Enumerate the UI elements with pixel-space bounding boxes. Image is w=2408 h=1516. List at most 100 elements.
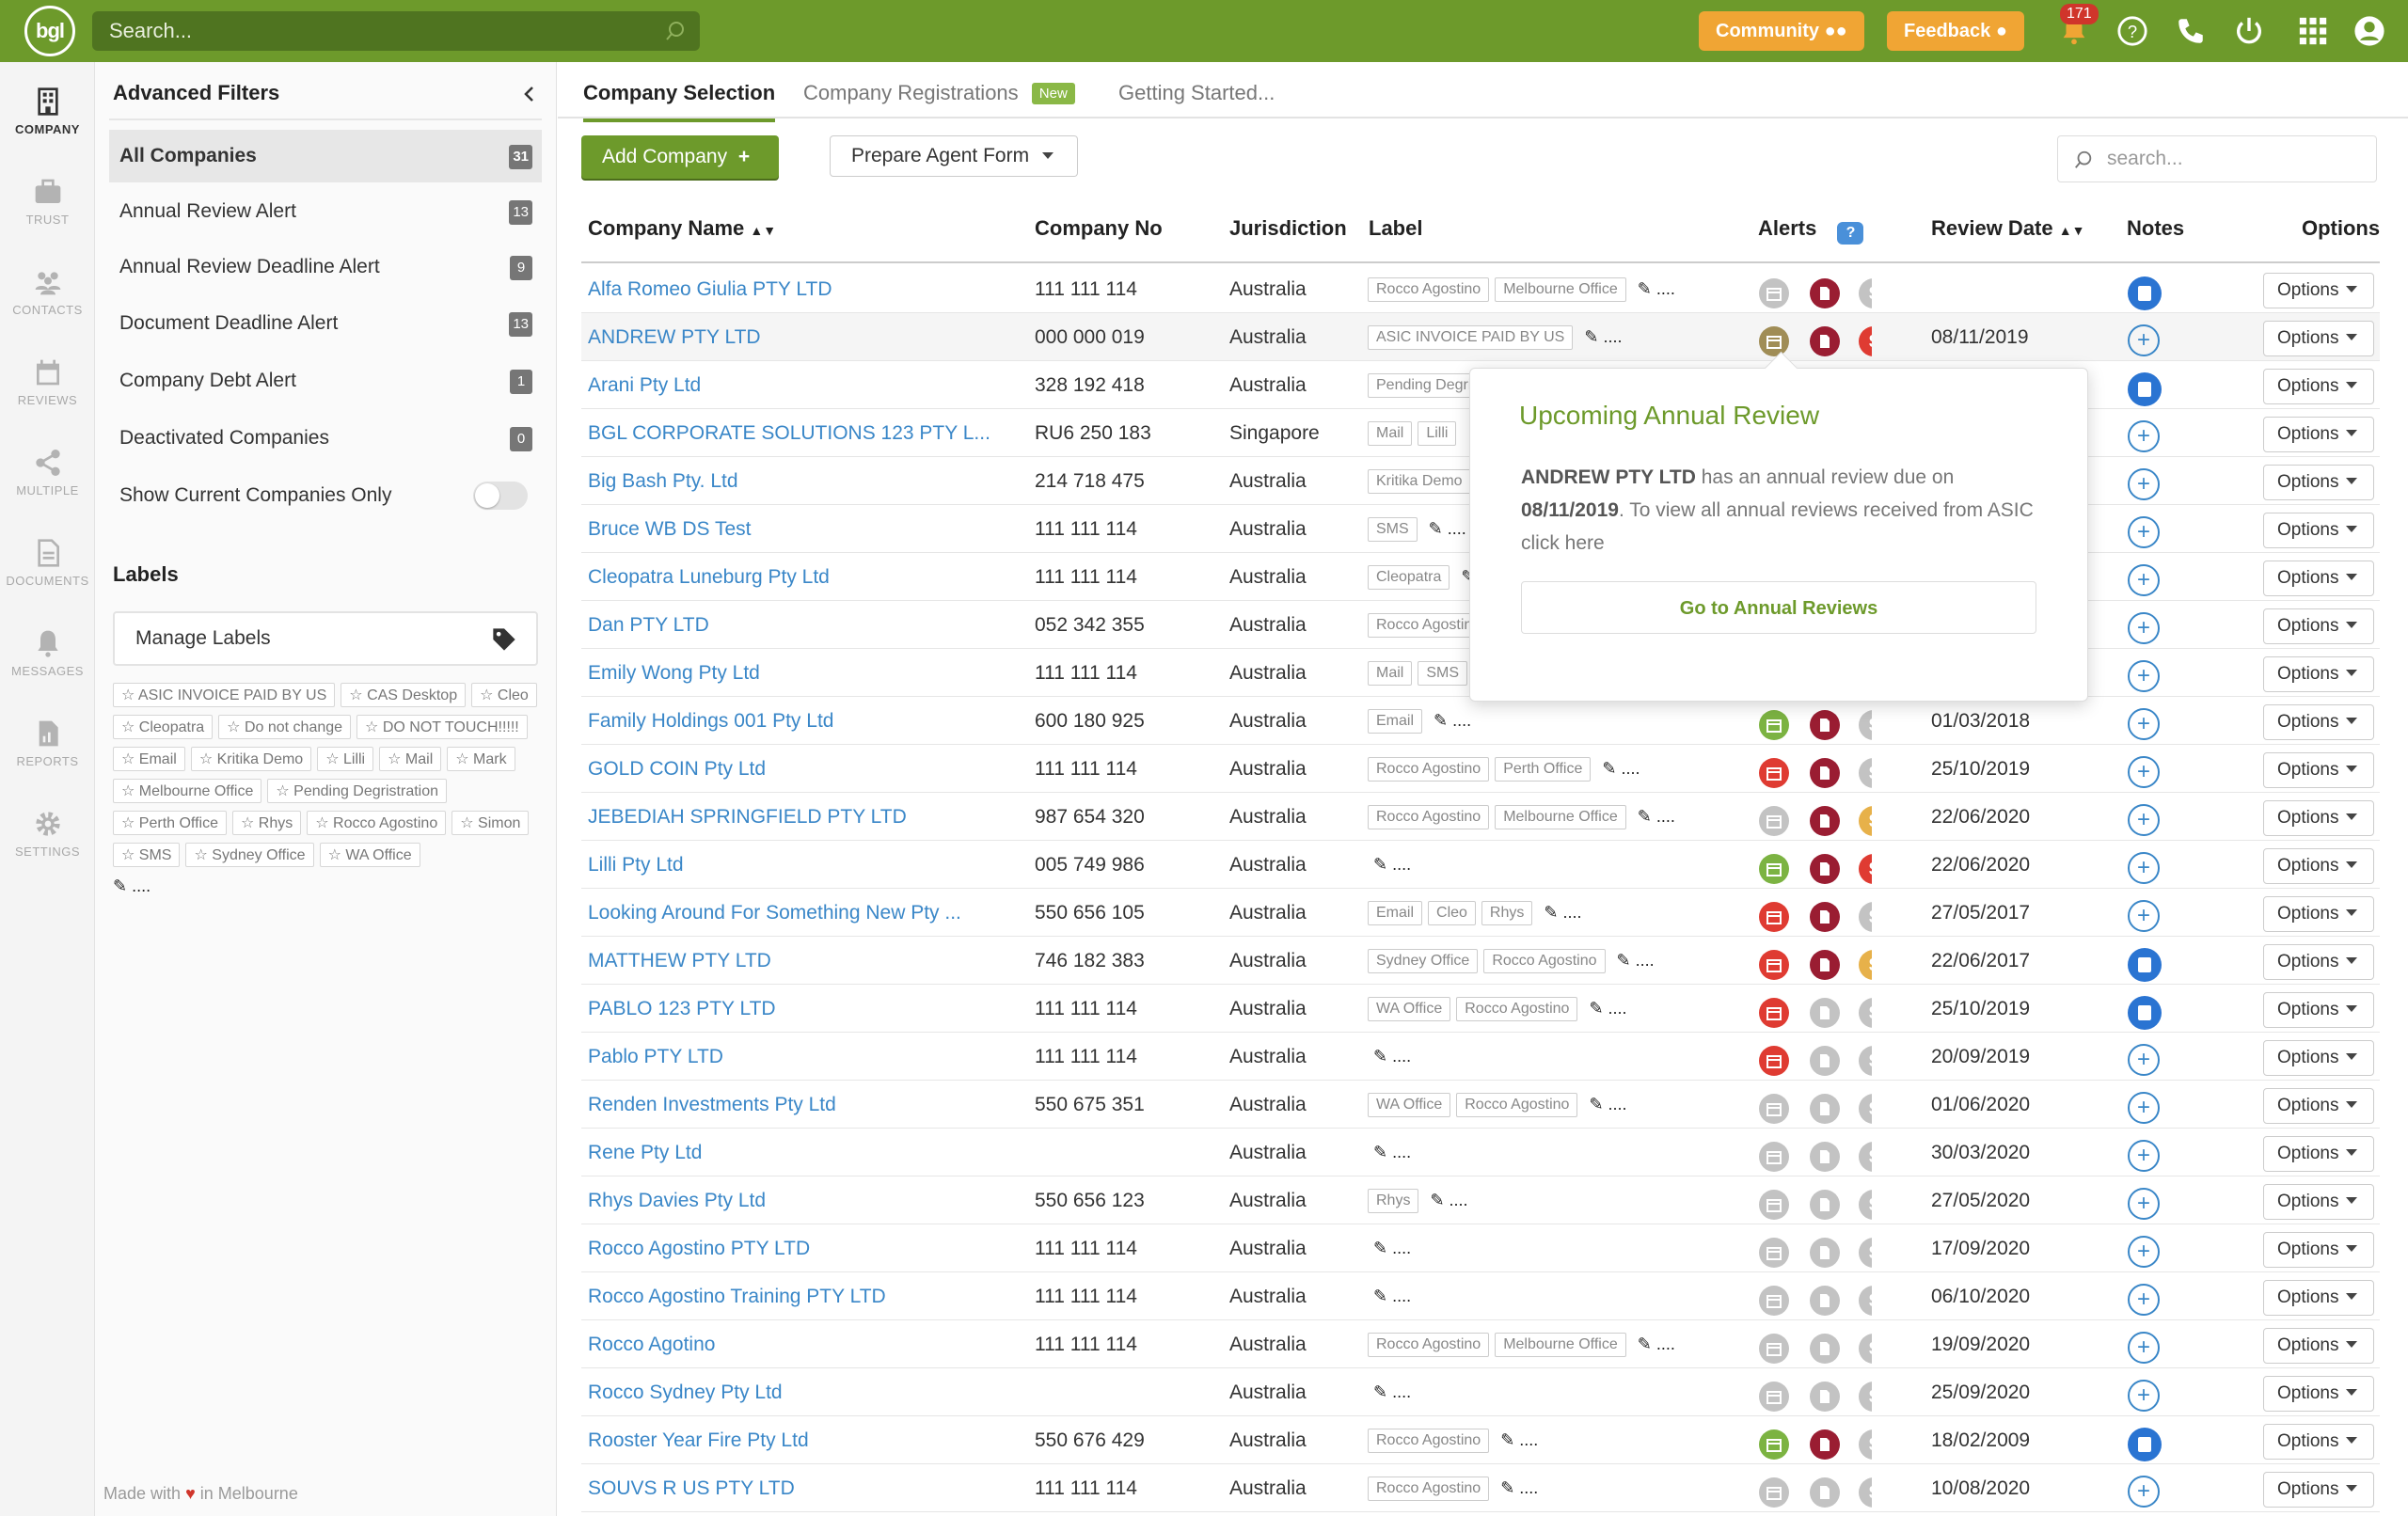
options-dropdown[interactable]: Options	[2263, 1040, 2374, 1076]
debt-alert-icon[interactable]: $	[1859, 1142, 1872, 1172]
label-chip[interactable]: ☆ ASIC INVOICE PAID BY US	[113, 683, 336, 707]
edit-labels-button[interactable]: ✎ ....	[1638, 265, 1675, 313]
tab-getting-started[interactable]: Getting Started...	[1118, 81, 1275, 105]
company-name-link[interactable]: Cleopatra Luneburg Pty Ltd	[588, 566, 830, 588]
document-alert-icon[interactable]	[1810, 1190, 1840, 1220]
show-current-companies-toggle[interactable]	[473, 482, 528, 510]
company-name-link[interactable]: Emily Wong Pty Ltd	[588, 662, 760, 684]
edit-labels-button[interactable]: ✎ ....	[1544, 889, 1581, 937]
note-icon[interactable]	[2128, 276, 2162, 310]
edit-labels-button[interactable]: ✎ ....	[1617, 937, 1655, 985]
calendar-alert-icon[interactable]	[1759, 1429, 1789, 1460]
document-alert-icon[interactable]	[1810, 1477, 1840, 1508]
label-chip[interactable]: ☆ Kritika Demo	[190, 747, 312, 771]
label-chip[interactable]: ☆ SMS	[113, 843, 181, 867]
add-company-button[interactable]: Add Company +	[581, 135, 779, 179]
add-note-icon[interactable]: +	[2128, 420, 2160, 452]
note-icon[interactable]	[2128, 948, 2162, 982]
calendar-alert-icon[interactable]	[1759, 1094, 1789, 1124]
rail-multiple[interactable]: MULTIPLE	[0, 448, 95, 523]
filter-document-deadline-alert[interactable]: Document Deadline Alert 13	[109, 297, 542, 350]
add-note-icon[interactable]: +	[2128, 1044, 2160, 1076]
debt-alert-icon[interactable]: $	[1859, 278, 1872, 308]
debt-alert-icon[interactable]: $	[1859, 1429, 1872, 1460]
options-dropdown[interactable]: Options	[2263, 1376, 2374, 1412]
calendar-alert-icon[interactable]	[1759, 854, 1789, 884]
options-dropdown[interactable]: Options	[2263, 561, 2374, 596]
company-name-link[interactable]: Lilli Pty Ltd	[588, 854, 684, 876]
go-to-annual-reviews-button[interactable]: Go to Annual Reviews	[1521, 581, 2036, 634]
add-note-icon[interactable]: +	[2128, 324, 2160, 356]
edit-labels-button[interactable]: ✎ ....	[1434, 697, 1471, 745]
edit-labels-button[interactable]: ✎ ....	[1373, 1224, 1411, 1272]
alerts-help-icon[interactable]: ?	[1837, 222, 1864, 245]
edit-labels-button[interactable]: ✎ ....	[1602, 745, 1640, 793]
calendar-alert-icon[interactable]	[1759, 758, 1789, 788]
company-name-link[interactable]: GOLD COIN Pty Ltd	[588, 758, 767, 780]
company-name-link[interactable]: Rene Pty Ltd	[588, 1142, 703, 1163]
company-name-link[interactable]: BGL CORPORATE SOLUTIONS 123 PTY L...	[588, 422, 990, 444]
calendar-alert-icon[interactable]	[1759, 278, 1789, 308]
options-dropdown[interactable]: Options	[2263, 369, 2374, 404]
document-alert-icon[interactable]	[1810, 1286, 1840, 1316]
company-name-link[interactable]: Family Holdings 001 Pty Ltd	[588, 710, 834, 732]
add-note-icon[interactable]: +	[2128, 708, 2160, 740]
add-note-icon[interactable]: +	[2128, 516, 2160, 548]
options-dropdown[interactable]: Options	[2263, 656, 2374, 692]
calendar-alert-icon[interactable]	[1759, 1238, 1789, 1268]
label-chip[interactable]: ☆ CAS Desktop	[341, 683, 467, 707]
filter-all-companies[interactable]: All Companies 31	[109, 130, 542, 182]
options-dropdown[interactable]: Options	[2263, 513, 2374, 548]
company-name-link[interactable]: MATTHEW PTY LTD	[588, 950, 771, 971]
rail-contacts[interactable]: CONTACTS	[0, 267, 95, 342]
note-icon[interactable]	[2128, 372, 2162, 406]
document-alert-icon[interactable]	[1810, 806, 1840, 836]
edit-labels-button[interactable]: ✎ ....	[1373, 841, 1411, 889]
company-name-link[interactable]: Rocco Agostino Training PTY LTD	[588, 1286, 886, 1307]
debt-alert-icon[interactable]: $	[1859, 1334, 1872, 1364]
label-chip[interactable]: ☆ Mail	[379, 747, 442, 771]
rail-trust[interactable]: TRUST	[0, 177, 95, 252]
company-name-link[interactable]: Pablo PTY LTD	[588, 1046, 723, 1067]
add-note-icon[interactable]: +	[2128, 660, 2160, 692]
company-name-link[interactable]: PABLO 123 PTY LTD	[588, 998, 776, 1019]
label-chip[interactable]: ☆ Lilli	[317, 747, 374, 771]
edit-labels-button[interactable]: ✎ ....	[1638, 793, 1675, 841]
add-note-icon[interactable]: +	[2128, 756, 2160, 788]
options-dropdown[interactable]: Options	[2263, 992, 2374, 1028]
document-alert-icon[interactable]	[1810, 902, 1840, 932]
phone-icon[interactable]	[2175, 15, 2207, 47]
add-note-icon[interactable]: +	[2128, 1140, 2160, 1172]
debt-alert-icon[interactable]: $	[1859, 950, 1872, 980]
calendar-alert-icon[interactable]	[1759, 1334, 1789, 1364]
debt-alert-icon[interactable]: $	[1859, 1094, 1872, 1124]
calendar-alert-icon[interactable]	[1759, 1190, 1789, 1220]
debt-alert-icon[interactable]: $	[1859, 326, 1872, 356]
label-chip[interactable]: ☆ WA Office	[319, 843, 420, 867]
options-dropdown[interactable]: Options	[2263, 465, 2374, 500]
debt-alert-icon[interactable]: $	[1859, 1190, 1872, 1220]
add-note-icon[interactable]: +	[2128, 564, 2160, 596]
rail-reports[interactable]: REPORTS	[0, 719, 95, 794]
label-chip[interactable]: ☆ Cleopatra	[113, 715, 214, 739]
edit-labels-button[interactable]: ✎ ....	[1430, 1176, 1467, 1224]
document-alert-icon[interactable]	[1810, 1429, 1840, 1460]
edit-labels-button[interactable]: ✎ ....	[1373, 1272, 1411, 1320]
label-chip[interactable]: ☆ Mark	[447, 747, 515, 771]
company-name-link[interactable]: Rocco Agostino PTY LTD	[588, 1238, 811, 1259]
document-alert-icon[interactable]	[1810, 710, 1840, 740]
document-alert-icon[interactable]	[1810, 1142, 1840, 1172]
options-dropdown[interactable]: Options	[2263, 1088, 2374, 1124]
document-alert-icon[interactable]	[1810, 1382, 1840, 1412]
add-note-icon[interactable]: +	[2128, 1476, 2160, 1508]
apps-grid-icon[interactable]	[2297, 15, 2329, 47]
company-name-link[interactable]: Looking Around For Something New Pty ...	[588, 902, 961, 924]
note-icon[interactable]	[2128, 996, 2162, 1030]
company-name-link[interactable]: JEBEDIAH SPRINGFIELD PTY LTD	[588, 806, 907, 828]
rail-messages[interactable]: MESSAGES	[0, 628, 95, 703]
edit-labels-button[interactable]: ✎ ....	[1584, 313, 1622, 361]
add-note-icon[interactable]: +	[2128, 468, 2160, 500]
edit-labels-button[interactable]: ✎ ....	[1373, 1033, 1411, 1081]
label-chip[interactable]: ☆ Do not change	[218, 715, 352, 739]
options-dropdown[interactable]: Options	[2263, 1424, 2374, 1460]
